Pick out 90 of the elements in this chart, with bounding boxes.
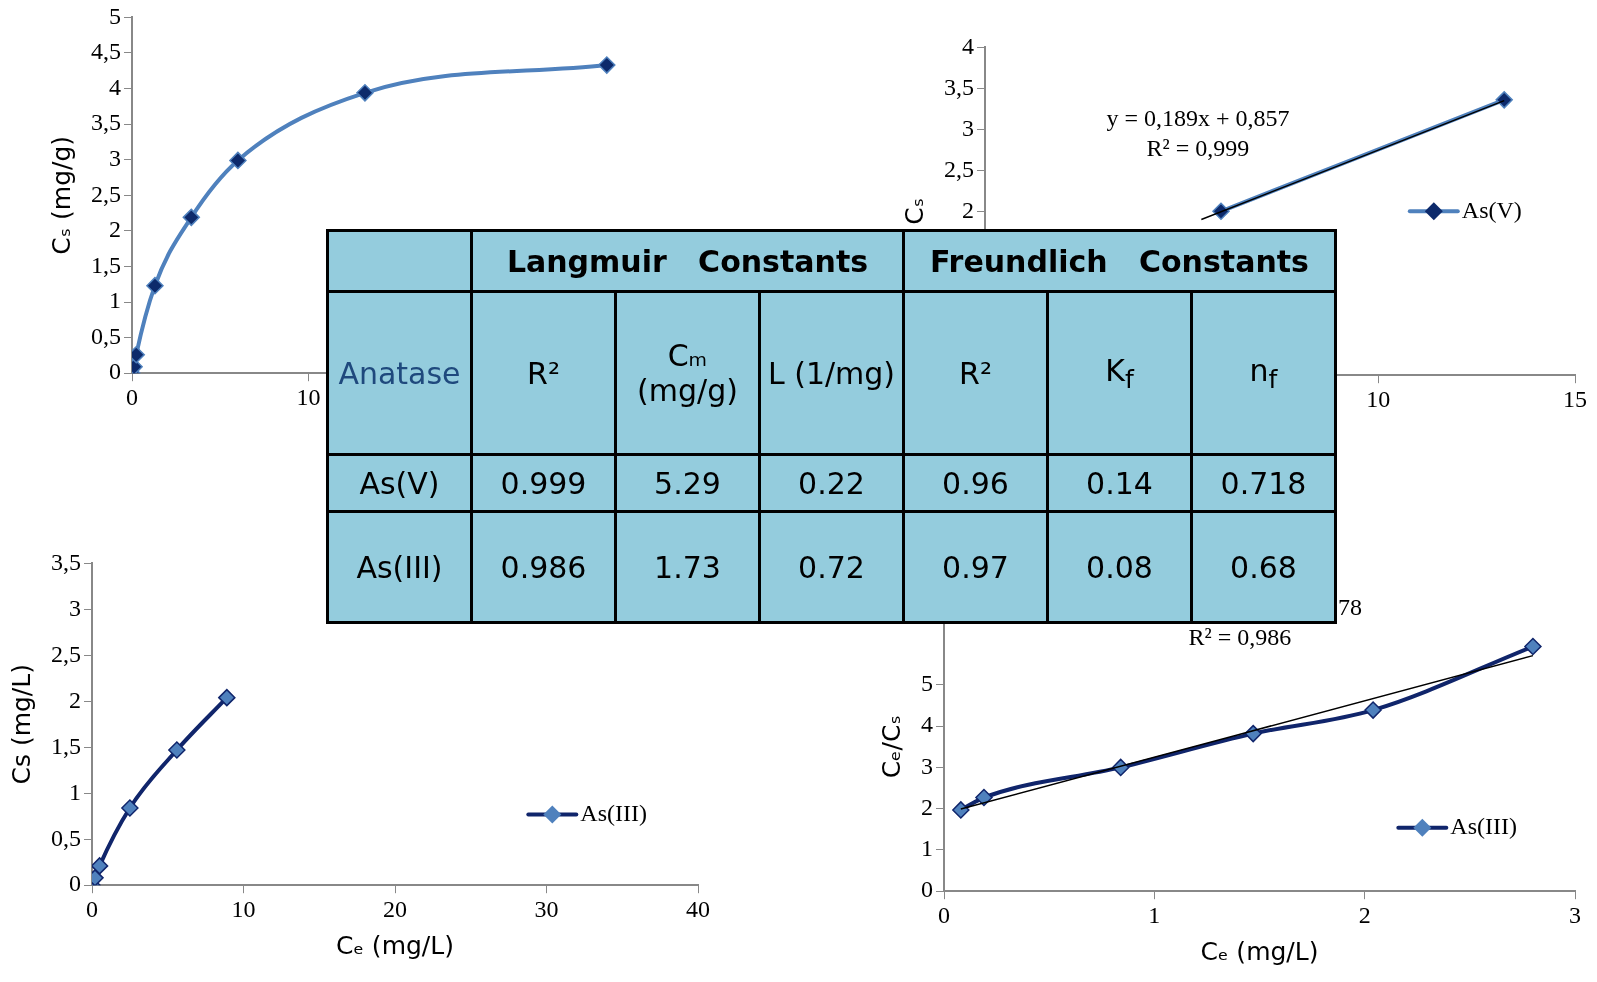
y-tick-label: 2,5: [91, 180, 121, 207]
y-tick-label: 2: [109, 216, 121, 243]
y-tick-label: 3,5: [944, 73, 974, 100]
text: 0.96: [942, 465, 1009, 501]
annotation: y = 0,189x + 0,857: [1106, 104, 1290, 132]
y-tick-label: 1: [69, 778, 81, 805]
y-tick-label: 3,5: [51, 548, 81, 575]
category-label: Cₘ (mg/g): [615, 291, 760, 455]
category-label: R²: [903, 291, 1048, 455]
text: 0.22: [798, 465, 865, 501]
y-tick-label: 1: [109, 287, 121, 314]
point: [975, 788, 993, 807]
text: 0.72: [798, 549, 865, 585]
category-label: n$_{f}$: [1191, 291, 1336, 455]
text: 0.68: [1230, 549, 1297, 585]
y-tick-label: 3: [69, 594, 81, 621]
y-tick-label: 3: [109, 145, 121, 172]
annotation: R² = 0,986: [1188, 623, 1292, 651]
y-tick-label: 2: [921, 793, 933, 820]
category-label: As(V): [359, 465, 440, 501]
x-tick-label: 2: [1358, 901, 1371, 928]
y-tick-label: 5: [921, 670, 933, 697]
x-tick-label: 10: [231, 895, 256, 922]
text: 0.08: [1086, 549, 1153, 585]
y-tick-label: 2,5: [51, 640, 81, 667]
point: [168, 741, 186, 759]
y-axis-title: Cₛ (mg/g): [46, 135, 76, 255]
y-tick-label: 1,5: [91, 251, 121, 278]
legend-label: As(III): [1450, 812, 1517, 839]
text: 0.999: [500, 465, 587, 501]
point: [146, 276, 164, 295]
x-tick-label: 10: [296, 383, 321, 410]
x-tick-label: 20: [383, 895, 407, 922]
x-tick-label: 10: [1366, 385, 1391, 412]
x-tick-label: 3: [1569, 901, 1581, 928]
x-axis-title: Cₑ (mg/L): [336, 930, 454, 960]
y-tick-label: 2: [962, 196, 974, 223]
y-tick-label: 0: [921, 876, 933, 903]
y-tick-label: 2: [69, 686, 81, 713]
x-tick-label: 15: [1563, 385, 1587, 412]
y-tick-label: 0: [69, 870, 81, 897]
category-label: L (1/mg): [759, 291, 904, 455]
point: [218, 688, 236, 707]
annotation: 78: [1338, 593, 1362, 621]
text: 0.97: [942, 549, 1009, 585]
y-tick-label: 1: [921, 835, 933, 862]
text: 0.14: [1086, 465, 1153, 501]
y-tick-label: 0,5: [51, 824, 81, 851]
point: [182, 208, 201, 227]
y-tick-label: 4: [962, 32, 974, 59]
y-tick-label: 0,5: [91, 322, 121, 349]
category-label: K$_{f}$: [1047, 291, 1192, 455]
x-axis-title: Cₑ (mg/L): [1200, 936, 1319, 966]
text: 1.73: [654, 549, 721, 585]
y-tick-label: 3: [962, 114, 974, 141]
y-tick-label: 0: [109, 358, 121, 385]
point: [229, 151, 247, 170]
point: [356, 84, 374, 102]
annotation: Langmuir Constants: [471, 230, 904, 292]
category-label: As(III): [356, 549, 443, 585]
x-tick-label: 40: [686, 895, 710, 922]
legend-label: As(V): [1461, 196, 1522, 223]
text: Anatase: [327, 291, 472, 455]
text: 0.986: [500, 549, 587, 585]
y-axis-title: Cₑ/Cₛ: [876, 715, 906, 779]
x-tick-label: 30: [534, 895, 559, 922]
y-tick-label: 3,5: [91, 109, 121, 136]
y-tick-label: 4: [109, 73, 121, 100]
x-tick-label: 1: [1148, 901, 1161, 928]
legend-label: As(III): [580, 799, 647, 826]
y-tick-label: 1,5: [51, 732, 81, 759]
point: [1524, 637, 1542, 656]
point: [121, 799, 139, 817]
y-tick-label: 2,5: [944, 155, 974, 182]
y-tick-label: 3: [921, 752, 933, 779]
point: [92, 857, 109, 875]
y-tick-label: 4,5: [91, 38, 121, 65]
category-label: R²: [471, 291, 616, 455]
text: 5.29: [654, 465, 721, 501]
annotation: Freundlich Constants: [903, 230, 1336, 292]
point: [952, 801, 970, 819]
y-tick-label: 5: [109, 2, 121, 29]
point: [598, 56, 616, 74]
point: [1364, 701, 1382, 719]
y-tick-label: 4: [921, 711, 933, 738]
text: 0.718: [1220, 465, 1307, 501]
annotation: R² = 0,999: [1146, 134, 1250, 162]
x-tick-label: 0: [126, 383, 138, 410]
y-axis-title: Cs (mg/L): [6, 664, 36, 785]
y-axis-title: Cₛ: [899, 197, 929, 225]
